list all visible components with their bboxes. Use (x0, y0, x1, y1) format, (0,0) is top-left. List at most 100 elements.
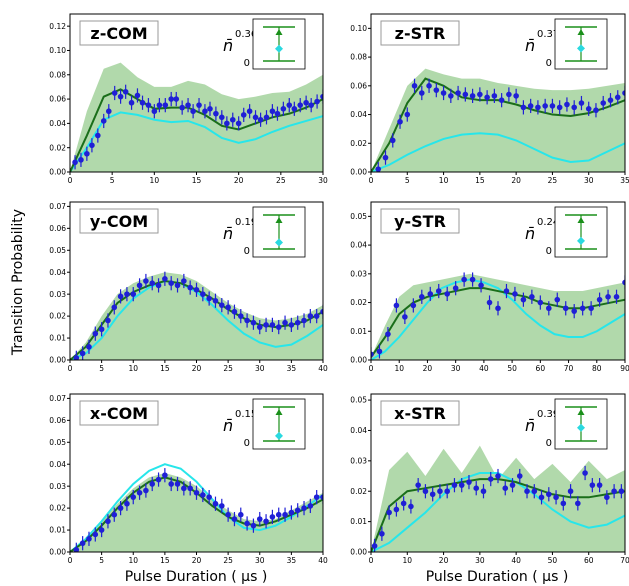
data-point (200, 492, 206, 498)
data-point (111, 511, 118, 518)
data-point (185, 102, 191, 108)
data-point (622, 279, 625, 286)
data-point (604, 494, 610, 501)
data-point (288, 509, 295, 516)
x-tick-label: 10 (394, 364, 404, 373)
data-point (156, 102, 163, 108)
panel-title: z-COM (90, 24, 147, 43)
data-point (143, 487, 149, 494)
data-point (385, 331, 391, 337)
y-tick-label: 0.05 (350, 212, 367, 221)
data-point (452, 285, 459, 291)
x-tick-label: 15 (475, 176, 485, 185)
y-tick-label: 0.00 (49, 356, 66, 365)
data-point (410, 302, 417, 309)
panel-y-com: 0 5 10 15 20 25 30 35 40 0.00 0.01 0.02 0.03 0.04 0.05… (49, 201, 328, 373)
data-point (275, 511, 282, 518)
data-point (122, 88, 129, 95)
data-point (486, 299, 493, 306)
x-tick-label: 20 (423, 364, 433, 373)
data-point (256, 516, 263, 522)
data-point (618, 488, 625, 495)
data-point (263, 322, 269, 328)
data-point (297, 102, 304, 108)
data-point (516, 473, 523, 479)
y-tick-label: 0.02 (350, 298, 367, 307)
y-tick-label: 0.01 (49, 334, 66, 343)
x-tick-label: 20 (439, 556, 449, 565)
y-tick-label: 0.10 (49, 46, 66, 55)
x-tick-label: 15 (160, 556, 170, 565)
data-point (607, 97, 614, 103)
nbar-upper-marker (577, 409, 585, 415)
data-point (105, 518, 111, 525)
y-tick-label: 0.04 (49, 268, 66, 277)
x-tick-label: 30 (318, 176, 328, 185)
data-point (79, 350, 86, 357)
axes-frame (370, 393, 626, 553)
data-point (136, 282, 143, 289)
y-tick-label: 0.04 (49, 119, 66, 128)
data-point (512, 291, 518, 297)
data-point (397, 118, 403, 125)
data-point (252, 114, 259, 121)
ideal-curve (371, 132, 625, 172)
data-point (73, 355, 80, 360)
data-point (282, 319, 288, 326)
data-point (213, 110, 219, 117)
data-point (495, 473, 501, 479)
data-point (294, 319, 301, 326)
y-tick-label: 0.04 (350, 241, 367, 250)
y-tick-label: 0.03 (49, 482, 66, 491)
data-point (535, 104, 541, 111)
data-point (537, 299, 544, 306)
data-point (549, 103, 556, 109)
panel-y-str: 0 10 20 30 40 50 60 70 80 90 0.00 0.01 0.02 0.03 0.04 0… (350, 201, 629, 373)
y-tick-label: 0.04 (49, 460, 66, 469)
data-point (375, 166, 382, 172)
figure-xlabel-right: Pulse Duration ( μs ) (426, 569, 569, 585)
nbar-level-marker (275, 44, 283, 53)
data-point (402, 314, 408, 320)
data-point (495, 305, 501, 312)
data-point (224, 120, 230, 127)
data-point (571, 308, 577, 314)
x-tick-label: 15 (160, 364, 170, 373)
data-point (382, 154, 389, 161)
y-tick-label: 0.03 (49, 290, 66, 299)
data-point (149, 280, 156, 286)
nbar-upper-marker (275, 409, 283, 415)
data-point (477, 91, 483, 98)
data-point (393, 302, 400, 309)
y-tick-label: 0.01 (350, 517, 367, 526)
data-point (386, 509, 392, 516)
data-point (187, 485, 193, 492)
data-point (433, 87, 440, 93)
data-point (411, 83, 418, 89)
data-point (579, 305, 586, 312)
data-point (451, 482, 458, 488)
x-tick-label: 60 (584, 556, 594, 565)
x-tick-label: 5 (405, 176, 410, 185)
data-point (111, 304, 118, 311)
x-tick-label: 20 (234, 176, 244, 185)
data-point (400, 500, 407, 507)
data-point (389, 137, 396, 144)
panel-title: x-STR (394, 404, 446, 423)
data-point (95, 132, 101, 139)
y-tick-label: 0.02 (49, 312, 66, 321)
y-tick-label: 0.07 (49, 202, 66, 211)
nbar-zero: 0 (244, 438, 250, 449)
data-point (307, 503, 314, 509)
data-point (613, 294, 620, 300)
y-tick-label: 0.01 (350, 327, 367, 336)
x-tick-label: 60 (536, 364, 546, 373)
data-point (484, 94, 490, 101)
data-point (105, 317, 111, 324)
y-tick-label: 0.10 (350, 24, 367, 33)
data-point (237, 511, 244, 518)
data-point (560, 500, 567, 507)
panel-z-com: 0 5 10 15 20 25 30 0.00 0.02 0.04 0.06 0.08 0.10 0.12… (49, 13, 328, 185)
data-point (130, 291, 137, 297)
nbar-value: 0.37 (537, 29, 559, 40)
